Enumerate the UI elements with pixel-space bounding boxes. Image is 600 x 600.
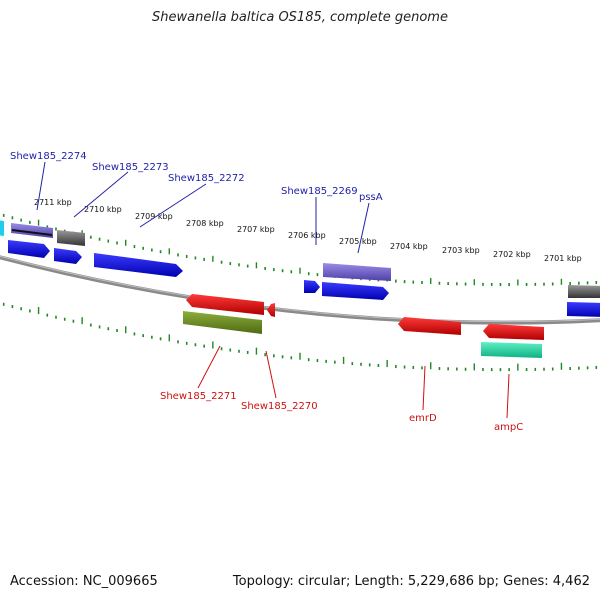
forward-genes-row1 — [0, 220, 600, 298]
gene-gray-right[interactable] — [568, 285, 600, 298]
gene-ampc[interactable] — [483, 324, 544, 340]
label-shew185-2270: Shew185_2270 — [241, 401, 318, 412]
gene-blue-1[interactable] — [8, 240, 50, 258]
scale-label: 2711 kbp — [34, 198, 72, 207]
scale-label: 2705 kbp — [339, 237, 377, 246]
scale-label: 2707 kbp — [237, 225, 275, 234]
genome-backbone — [0, 255, 600, 325]
gene-shew185-2269[interactable] — [323, 263, 391, 281]
forward-genes-row2 — [8, 240, 600, 317]
label-pssa: pssA — [359, 192, 383, 203]
gene-blue-2[interactable] — [54, 248, 82, 264]
scale-label: 2701 kbp — [544, 254, 582, 263]
scale-labels: 2711 kbp 2710 kbp 2709 kbp 2708 kbp 2707… — [34, 198, 582, 263]
scale-track-lower — [2, 302, 598, 372]
label-shew185-2272: Shew185_2272 — [168, 173, 245, 184]
map-title: Shewanella baltica OS185, complete genom… — [152, 10, 448, 25]
scale-label: 2709 kbp — [135, 212, 173, 221]
scale-label: 2702 kbp — [493, 250, 531, 259]
accession-text: Accession: NC_009665 — [10, 574, 158, 589]
gene-shew185-2270[interactable] — [267, 303, 275, 317]
label-shew185-2273: Shew185_2273 — [92, 162, 169, 173]
gene-emrd[interactable] — [398, 317, 461, 335]
gene-blue-right[interactable] — [567, 302, 600, 317]
gene-shew185-2274-marker — [11, 229, 53, 236]
label-shew185-2269: Shew185_2269 — [281, 186, 358, 197]
scale-label: 2706 kbp — [288, 231, 326, 240]
gene-teal[interactable] — [481, 342, 542, 358]
scale-label: 2708 kbp — [186, 219, 224, 228]
forward-leaders — [36, 161, 370, 254]
label-ampc: ampC — [494, 422, 523, 433]
gene-blue-4[interactable] — [304, 280, 320, 293]
label-shew185-2271: Shew185_2271 — [160, 391, 237, 402]
scale-label: 2704 kbp — [390, 242, 428, 251]
gene-cyan[interactable] — [0, 220, 4, 236]
gene-blue-3[interactable] — [94, 253, 183, 277]
genome-backbone-highlight — [0, 255, 600, 323]
gene-red-1[interactable] — [186, 294, 264, 315]
scale-label: 2703 kbp — [442, 246, 480, 255]
scale-label: 2710 kbp — [84, 205, 122, 214]
gene-shew185-2273[interactable] — [57, 230, 85, 246]
reverse-leaders — [197, 345, 510, 419]
topology-text: Topology: circular; Length: 5,229,686 bp… — [232, 574, 590, 589]
label-shew185-2274: Shew185_2274 — [10, 151, 87, 162]
gene-pssa[interactable] — [322, 282, 389, 300]
gene-shew185-2271[interactable] — [183, 311, 262, 334]
label-emrd: emrD — [409, 413, 437, 424]
reverse-genes — [183, 294, 544, 358]
